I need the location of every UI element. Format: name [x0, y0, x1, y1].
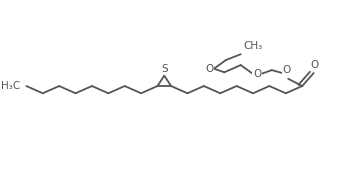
Text: H₃C: H₃C — [1, 81, 21, 91]
Text: O: O — [253, 69, 261, 79]
Text: CH₃: CH₃ — [243, 41, 263, 51]
Text: O: O — [310, 60, 319, 70]
Text: S: S — [161, 64, 167, 74]
Text: O: O — [206, 64, 214, 74]
Text: O: O — [282, 65, 291, 75]
